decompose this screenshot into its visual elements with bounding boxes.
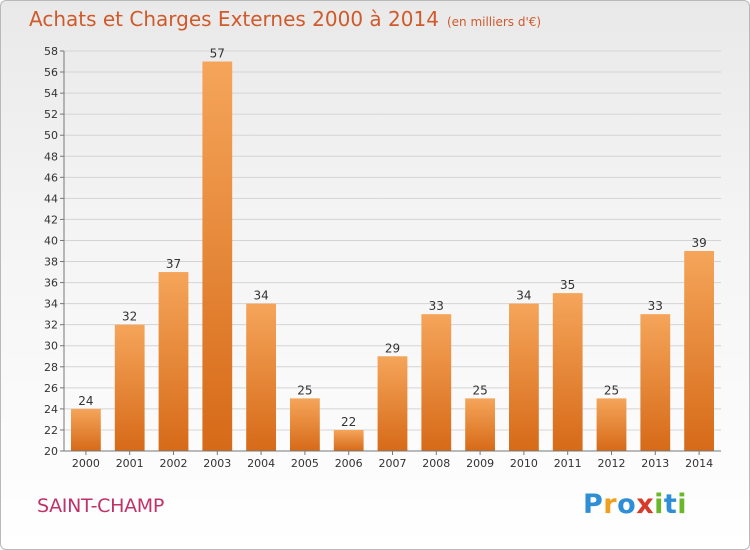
data-label-2014: 39 xyxy=(691,236,706,250)
x-tick-label-2001: 2001 xyxy=(116,457,144,470)
y-tick-label: 30 xyxy=(44,340,58,353)
y-tick-label: 40 xyxy=(44,234,58,247)
y-tick-label: 50 xyxy=(44,129,58,142)
x-tick-label-2004: 2004 xyxy=(247,457,275,470)
chart-subtitle: (en milliers d'€) xyxy=(446,15,542,29)
bar-2003 xyxy=(202,61,233,452)
proxiti-logo[interactable]: Proxiti xyxy=(583,489,687,520)
bar-2014 xyxy=(684,251,714,451)
y-tick-label: 54 xyxy=(44,87,58,100)
bar-2007 xyxy=(377,356,408,451)
labels: 20 22 24 26 28 30 32 34 36 38 40 42 44 46 48 50 52 54 56 58… xyxy=(44,45,713,470)
x-tick-label-2012: 2012 xyxy=(598,457,626,470)
y-tick-label: 56 xyxy=(44,66,58,79)
x-tick-label-2002: 2002 xyxy=(160,457,188,470)
x-tick-label-2005: 2005 xyxy=(291,457,319,470)
y-tick-label: 44 xyxy=(44,192,58,205)
x-tick-label-2009: 2009 xyxy=(466,457,494,470)
data-label-2004: 34 xyxy=(253,289,268,303)
data-label-2009: 25 xyxy=(472,383,487,397)
data-label-2002: 37 xyxy=(166,257,181,271)
bar-2006 xyxy=(333,429,364,451)
data-label-2000: 24 xyxy=(78,394,93,408)
data-label-2005: 25 xyxy=(297,383,312,397)
bar-2012 xyxy=(596,398,627,451)
y-tick-label: 34 xyxy=(44,298,58,311)
y-tick-label: 36 xyxy=(44,277,58,290)
x-tick-label-2008: 2008 xyxy=(422,457,450,470)
bars xyxy=(71,61,714,452)
bar-2011 xyxy=(552,293,583,451)
bar-2000 xyxy=(71,408,101,451)
bar-2009 xyxy=(465,398,495,451)
chart-title-text: Achats et Charges Externes 2000 à 2014 xyxy=(29,7,439,31)
bar-2013 xyxy=(640,314,671,451)
logo-letter: P xyxy=(583,489,604,520)
y-tick-label: 58 xyxy=(44,45,58,58)
y-tick-label: 42 xyxy=(44,213,58,226)
y-tick-label: 38 xyxy=(44,256,58,269)
data-label-2006: 22 xyxy=(341,415,356,429)
axes xyxy=(60,50,721,455)
data-label-2008: 33 xyxy=(429,299,444,313)
data-label-2007: 29 xyxy=(385,341,400,355)
bar-2002 xyxy=(158,272,189,451)
x-tick-label-2010: 2010 xyxy=(510,457,538,470)
y-tick-label: 48 xyxy=(44,150,58,163)
data-label-2003: 57 xyxy=(210,47,225,61)
y-tick-label: 28 xyxy=(44,361,58,374)
logo-letter: x xyxy=(636,489,655,520)
place-name: SAINT-CHAMP xyxy=(37,495,165,517)
y-tick-label: 46 xyxy=(44,171,58,184)
bar-2008 xyxy=(421,314,452,451)
y-tick-label: 20 xyxy=(44,445,58,458)
x-tick-label-2007: 2007 xyxy=(379,457,407,470)
chart-title: Achats et Charges Externes 2000 à 2014 (e… xyxy=(29,7,541,31)
x-tick-label-2000: 2000 xyxy=(72,457,100,470)
data-label-2013: 33 xyxy=(648,299,663,313)
bar-2005 xyxy=(290,398,320,451)
x-tick-label-2011: 2011 xyxy=(554,457,582,470)
logo-letter: r xyxy=(603,489,618,520)
data-label-2010: 34 xyxy=(516,289,531,303)
x-tick-label-2006: 2006 xyxy=(335,457,363,470)
bar-2010 xyxy=(509,303,539,451)
logo-letter: t xyxy=(663,489,678,520)
x-tick-label-2013: 2013 xyxy=(641,457,669,470)
y-tick-label: 26 xyxy=(44,382,58,395)
data-label-2011: 35 xyxy=(560,278,575,292)
bar-2001 xyxy=(114,324,145,451)
bar-2004 xyxy=(246,303,276,451)
x-tick-label-2003: 2003 xyxy=(203,457,231,470)
y-tick-label: 22 xyxy=(44,424,58,437)
y-tick-label: 32 xyxy=(44,319,58,332)
x-tick-label-2014: 2014 xyxy=(685,457,713,470)
data-label-2012: 25 xyxy=(604,383,619,397)
y-tick-label: 52 xyxy=(44,108,58,121)
y-tick-label: 24 xyxy=(44,403,58,416)
logo-letter: i xyxy=(654,489,664,520)
data-label-2001: 32 xyxy=(122,310,137,324)
logo-letter: i xyxy=(677,489,688,520)
logo-letter: o xyxy=(617,489,637,520)
